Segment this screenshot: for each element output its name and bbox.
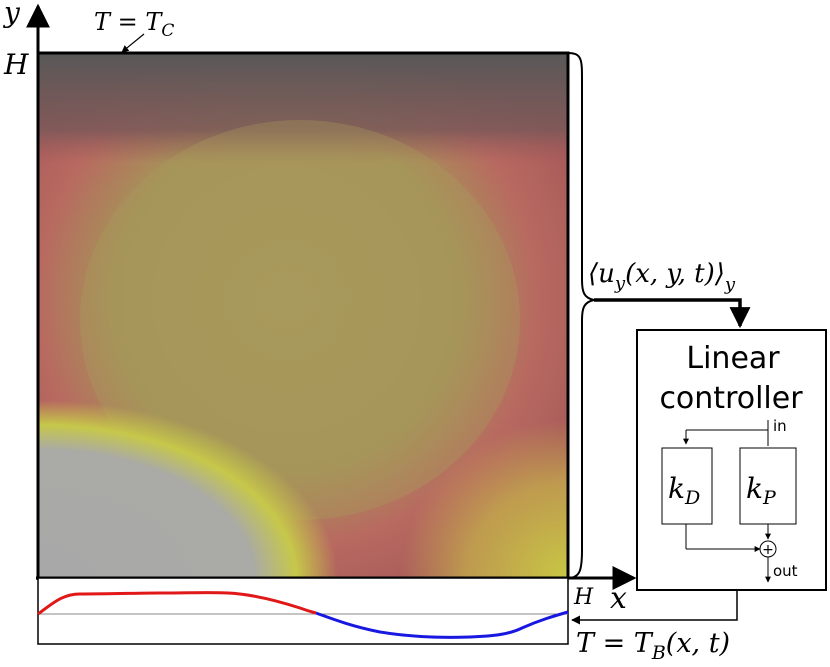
kd-block xyxy=(661,447,713,525)
x-axis-label: x xyxy=(610,581,627,616)
profile-strip xyxy=(37,577,569,645)
controller-in-label: in xyxy=(773,417,787,435)
kp-block-label: kP xyxy=(746,472,777,509)
feedback-to-boundary xyxy=(571,590,738,625)
profile-cold-segment xyxy=(315,610,569,639)
height-label-y: H xyxy=(3,48,29,81)
height-label-x: H xyxy=(573,585,594,610)
top-temperature-label: T = TC xyxy=(94,8,174,41)
averaged-velocity-label: ⟨uy(x, y, t)⟩y xyxy=(588,259,736,295)
kd-block-label: kD xyxy=(668,472,700,509)
linear-controller: Linear controller in kD kP + out xyxy=(636,329,827,591)
controller-title-line2: controller xyxy=(659,381,803,416)
kp-block xyxy=(739,447,797,525)
controller-out-label: out xyxy=(773,562,798,580)
temperature-field xyxy=(38,53,568,578)
signal-to-controller xyxy=(594,298,751,329)
bottom-temperature-label: T = TB(x, t) xyxy=(576,628,730,664)
profile-hot-segment xyxy=(37,591,317,616)
summing-junction-symbol: + xyxy=(762,542,774,558)
top-temperature-pointer xyxy=(121,33,145,53)
bottom-temperature-profile xyxy=(37,577,569,645)
controller-title-line1: Linear xyxy=(686,341,780,376)
y-axis-label: y xyxy=(2,0,21,29)
averaging-brace xyxy=(567,52,595,579)
